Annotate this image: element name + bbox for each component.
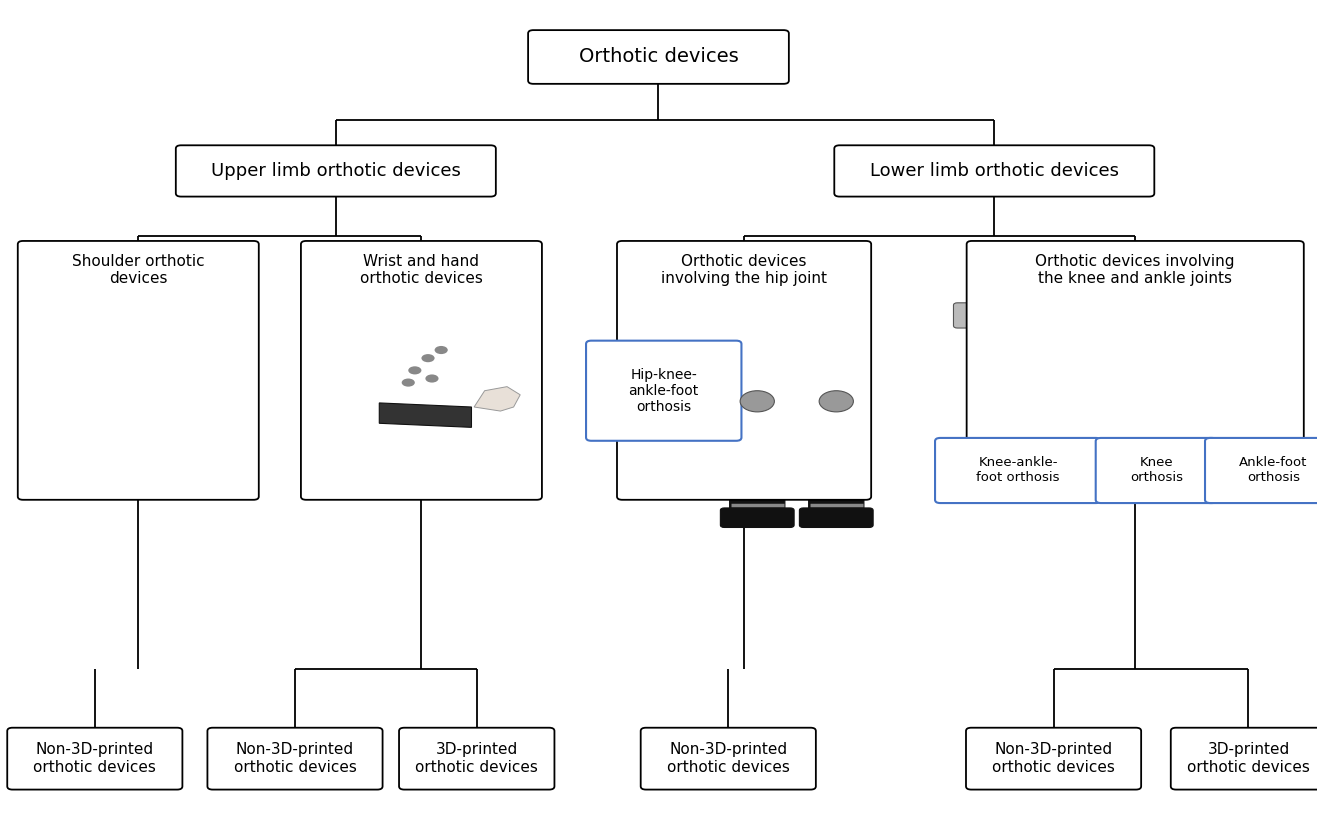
- Text: Non-3D-printed
orthotic devices: Non-3D-printed orthotic devices: [666, 742, 790, 775]
- FancyBboxPatch shape: [208, 728, 383, 790]
- FancyBboxPatch shape: [1204, 438, 1325, 503]
- FancyBboxPatch shape: [17, 241, 258, 500]
- Text: Non-3D-printed
orthotic devices: Non-3D-printed orthotic devices: [233, 742, 356, 775]
- Bar: [1125, 440, 1186, 448]
- FancyBboxPatch shape: [954, 303, 1035, 328]
- Bar: [1238, 444, 1298, 452]
- FancyBboxPatch shape: [586, 340, 742, 441]
- Circle shape: [401, 379, 415, 387]
- Polygon shape: [382, 399, 461, 484]
- FancyBboxPatch shape: [529, 30, 788, 84]
- FancyBboxPatch shape: [641, 728, 816, 790]
- FancyBboxPatch shape: [799, 508, 873, 527]
- Text: Non-3D-printed
orthotic devices: Non-3D-printed orthotic devices: [992, 742, 1116, 775]
- FancyBboxPatch shape: [730, 304, 864, 375]
- Text: Orthotic devices: Orthotic devices: [579, 47, 738, 67]
- Bar: [990, 360, 1051, 368]
- Text: Knee-ankle-
foot orthosis: Knee-ankle- foot orthosis: [977, 457, 1060, 484]
- Bar: [1125, 388, 1186, 396]
- FancyBboxPatch shape: [1171, 728, 1325, 790]
- Text: 3D-printed
orthotic devices: 3D-printed orthotic devices: [1187, 742, 1310, 775]
- Polygon shape: [46, 334, 217, 456]
- Text: Non-3D-printed
orthotic devices: Non-3D-printed orthotic devices: [33, 742, 156, 775]
- FancyBboxPatch shape: [721, 508, 794, 527]
- FancyBboxPatch shape: [808, 368, 864, 405]
- Bar: [1125, 414, 1186, 422]
- FancyBboxPatch shape: [935, 438, 1101, 503]
- Polygon shape: [131, 326, 158, 342]
- FancyBboxPatch shape: [967, 241, 1304, 500]
- Circle shape: [741, 391, 774, 412]
- FancyBboxPatch shape: [808, 405, 864, 454]
- Polygon shape: [111, 335, 148, 356]
- FancyBboxPatch shape: [176, 145, 496, 196]
- FancyBboxPatch shape: [1096, 438, 1216, 503]
- Text: Shoulder orthotic
devices: Shoulder orthotic devices: [72, 254, 204, 287]
- FancyBboxPatch shape: [7, 728, 183, 790]
- Bar: [1125, 363, 1186, 371]
- Bar: [990, 389, 1051, 397]
- Text: Upper limb orthotic devices: Upper limb orthotic devices: [211, 162, 461, 180]
- Text: Wrist and hand
orthotic devices: Wrist and hand orthotic devices: [360, 254, 482, 287]
- Circle shape: [421, 354, 435, 362]
- Text: Lower limb orthotic devices: Lower limb orthotic devices: [869, 162, 1118, 180]
- Text: Orthotic devices
involving the hip joint: Orthotic devices involving the hip joint: [661, 254, 827, 287]
- FancyBboxPatch shape: [808, 441, 864, 519]
- Circle shape: [435, 346, 448, 354]
- Bar: [1238, 414, 1298, 422]
- Circle shape: [425, 374, 439, 383]
- Polygon shape: [474, 387, 521, 411]
- Circle shape: [408, 366, 421, 374]
- Circle shape: [819, 391, 853, 412]
- FancyBboxPatch shape: [301, 241, 542, 500]
- FancyBboxPatch shape: [730, 368, 784, 405]
- Bar: [990, 418, 1051, 427]
- FancyBboxPatch shape: [966, 728, 1141, 790]
- Text: Knee
orthosis: Knee orthosis: [1130, 457, 1183, 484]
- Bar: [1238, 356, 1298, 364]
- FancyBboxPatch shape: [1235, 318, 1301, 488]
- Polygon shape: [411, 435, 501, 484]
- Polygon shape: [66, 334, 217, 480]
- Text: Orthotic devices involving
the knee and ankle joints: Orthotic devices involving the knee and …: [1035, 254, 1235, 287]
- FancyBboxPatch shape: [617, 241, 871, 500]
- Polygon shape: [379, 403, 472, 427]
- Bar: [990, 448, 1051, 456]
- FancyBboxPatch shape: [835, 145, 1154, 196]
- FancyBboxPatch shape: [1122, 330, 1189, 479]
- FancyBboxPatch shape: [730, 441, 784, 519]
- FancyBboxPatch shape: [399, 728, 554, 790]
- Bar: [1238, 385, 1298, 393]
- FancyBboxPatch shape: [987, 322, 1053, 492]
- FancyBboxPatch shape: [730, 405, 784, 454]
- Polygon shape: [388, 338, 488, 407]
- Text: Ankle-foot
orthosis: Ankle-foot orthosis: [1239, 457, 1308, 484]
- Text: 3D-printed
orthotic devices: 3D-printed orthotic devices: [415, 742, 538, 775]
- Text: Hip-knee-
ankle-foot
orthosis: Hip-knee- ankle-foot orthosis: [628, 367, 698, 414]
